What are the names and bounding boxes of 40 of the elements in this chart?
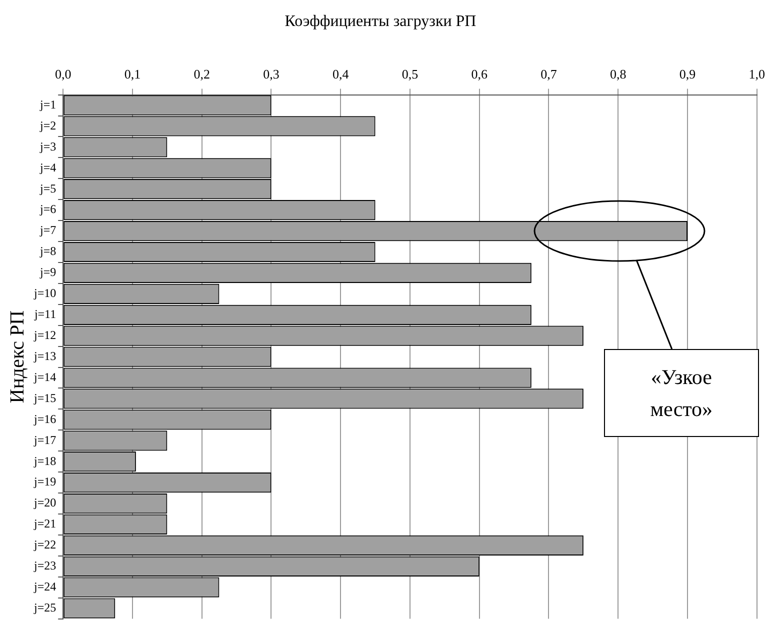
y-tick-label: j=20 [32, 496, 56, 510]
y-tick-label: j=17 [32, 432, 56, 447]
y-tick-label: j=22 [32, 538, 56, 552]
x-tick-label: 0,6 [471, 66, 488, 82]
x-tick-label: 0,2 [194, 66, 210, 82]
y-tick-label: j=4 [38, 160, 56, 174]
y-tick-label: j=15 [32, 390, 56, 405]
y-tick-label: j=8 [38, 244, 56, 258]
y-tick-label: j=3 [38, 139, 56, 154]
x-tick-label: 0,5 [402, 66, 418, 82]
callout-box: «Узкое место» [604, 349, 759, 438]
y-tick-label: j=18 [32, 454, 56, 468]
annotation: «Узкое место» [649, 364, 714, 424]
y-tick-label: j=24 [32, 580, 56, 594]
x-tick-label: 0,4 [332, 66, 350, 82]
y-tick-label: j=19 [32, 474, 56, 489]
y-tick-label: j=12 [32, 328, 56, 342]
x-tick-label: 0,1 [124, 66, 141, 82]
y-tick-label: j=1 [38, 97, 56, 112]
y-tick-label: j=5 [38, 181, 56, 196]
y-tick-label: j=7 [38, 223, 56, 238]
y-axis-title: Индекс РП [6, 310, 28, 404]
chart-title: Коэффициенты загрузки РП [284, 12, 477, 30]
y-tick-label: j=2 [38, 118, 56, 132]
y-tick-label: j=23 [32, 558, 56, 573]
x-tick-label: 1,0 [748, 66, 765, 82]
x-tick-label: 0,8 [610, 66, 626, 82]
y-tick-label: j=16 [32, 412, 56, 426]
y-tick-label: j=14 [32, 370, 56, 384]
x-tick-label: 0,7 [540, 66, 558, 82]
y-tick-label: j=13 [32, 348, 56, 363]
y-tick-label: j=25 [32, 600, 56, 614]
y-tick-label: j=11 [33, 307, 56, 322]
y-tick-label: j=10 [32, 286, 56, 300]
x-tick-label: 0,3 [263, 66, 280, 82]
y-tick-label: j=21 [32, 516, 56, 531]
y-tick-label: j=6 [38, 202, 56, 216]
x-tick-label: 0,9 [679, 66, 696, 82]
y-tick-label: j=9 [38, 265, 56, 280]
x-tick-label: 0,0 [54, 66, 72, 82]
